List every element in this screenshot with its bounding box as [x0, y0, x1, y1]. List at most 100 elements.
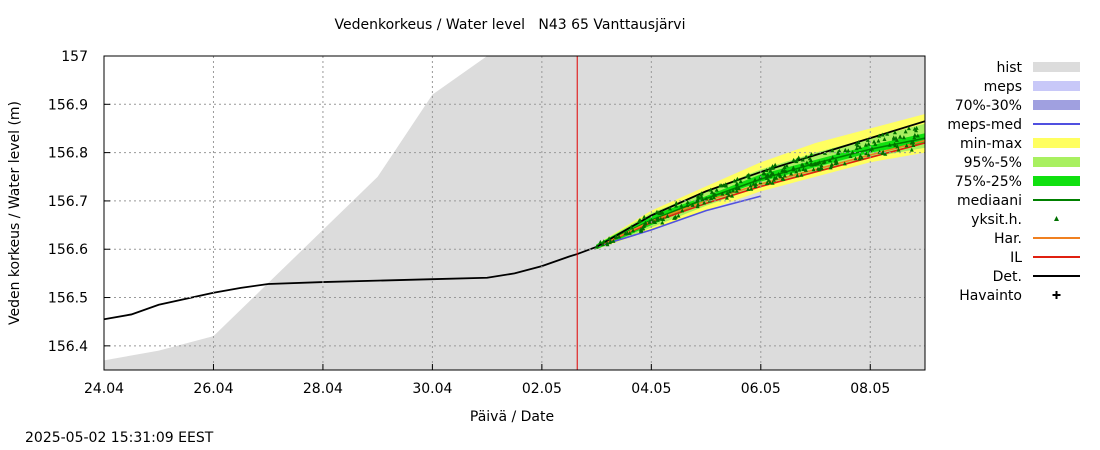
- ensemble-member-marker: [783, 169, 788, 174]
- x-tick-label: 26.04: [193, 381, 233, 397]
- timestamp: 2025-05-02 15:31:09 EEST: [25, 430, 214, 446]
- ensemble-member-marker: [834, 160, 839, 165]
- ensemble-member-marker: [873, 141, 878, 146]
- ensemble-member-marker: [868, 148, 873, 153]
- ensemble-member-marker: [846, 148, 851, 153]
- ensemble-member-marker: [764, 168, 769, 173]
- ensemble-member-marker: [880, 150, 885, 155]
- ensemble-member-marker: [782, 173, 787, 178]
- ensemble-member-marker: [727, 189, 732, 194]
- ensemble-member-marker: [909, 140, 914, 145]
- x-tick-label: 06.05: [741, 381, 781, 397]
- ensemble-member-marker: [676, 213, 681, 218]
- y-tick-label: 157: [61, 49, 88, 65]
- ensemble-member-marker: [764, 175, 769, 180]
- ensemble-member-marker: [799, 172, 804, 177]
- ensemble-member-marker: [817, 160, 822, 165]
- y-tick-label: 156.6: [48, 242, 88, 258]
- ensemble-member-marker: [745, 173, 750, 178]
- ensemble-member-marker: [643, 220, 648, 225]
- y-tick-label: 156.9: [48, 97, 88, 113]
- ensemble-member-marker: [797, 167, 802, 172]
- ensemble-member-marker: [685, 199, 690, 204]
- ensemble-member-marker: [796, 155, 801, 160]
- ensemble-member-marker: [854, 146, 859, 151]
- ensemble-member-marker: [772, 175, 777, 180]
- ensemble-member-marker: [607, 236, 612, 241]
- ensemble-member-marker: [605, 242, 610, 247]
- ensemble-member-marker: [914, 125, 919, 130]
- legend-label-har: Har.: [994, 231, 1022, 247]
- legend-label-min-max: min-max: [960, 136, 1022, 152]
- ensemble-member-marker: [680, 208, 685, 213]
- ensemble-member-marker: [702, 200, 707, 205]
- ensemble-member-marker: [685, 203, 690, 208]
- ensemble-member-marker: [877, 133, 882, 138]
- legend-swatch-hist: [1033, 62, 1080, 72]
- ensemble-member-marker: [607, 240, 612, 245]
- legend-label-mediaani: mediaani: [957, 193, 1022, 209]
- ensemble-member-marker: [911, 142, 916, 147]
- ensemble-member-marker: [771, 171, 776, 176]
- ensemble-member-marker: [765, 172, 770, 177]
- ensemble-member-marker: [761, 171, 766, 176]
- ensemble-member-marker: [718, 183, 723, 188]
- ensemble-member-marker: [859, 155, 864, 160]
- ensemble-member-marker: [822, 159, 827, 164]
- ensemble-member-marker: [624, 231, 629, 236]
- ensemble-member-marker: [771, 165, 776, 170]
- legend-swatch-meps: [1033, 81, 1080, 91]
- ensemble-member-marker: [660, 220, 665, 225]
- legend-label-yksit-h: yksit.h.: [971, 212, 1022, 228]
- ensemble-member-marker: [791, 165, 796, 170]
- ensemble-member-marker: [912, 132, 917, 137]
- ensemble-member-marker: [730, 193, 735, 198]
- ensemble-member-marker: [891, 136, 896, 141]
- ensemble-member-marker: [674, 203, 679, 208]
- legend-label-havainto: Havainto: [959, 288, 1022, 304]
- y-tick-label: 156.8: [48, 146, 88, 162]
- ensemble-member-marker: [734, 188, 739, 193]
- ensemble-member-marker: [614, 234, 619, 239]
- ensemble-member-marker: [617, 234, 622, 239]
- ensemble-member-marker: [800, 162, 805, 167]
- ensemble-member-marker: [732, 178, 737, 183]
- ensemble-member-marker: [665, 213, 670, 218]
- ensemble-member-marker: [655, 217, 660, 222]
- ensemble-member-marker: [834, 158, 839, 163]
- ensemble-member-marker: [768, 168, 773, 173]
- ensemble-member-marker: [895, 144, 900, 149]
- ensemble-member-marker: [853, 156, 858, 161]
- ensemble-member-marker: [778, 173, 783, 178]
- ensemble-member-marker: [809, 161, 814, 166]
- ensemble-member-marker: [611, 238, 616, 243]
- ensemble-member-marker: [894, 137, 899, 142]
- ensemble-member-marker: [748, 183, 753, 188]
- ensemble-member-marker: [700, 197, 705, 202]
- ensemble-member-marker: [714, 187, 719, 192]
- y-axis-label: Veden korkeus / Water level (m): [7, 101, 23, 325]
- y-tick-label: 156.5: [48, 291, 88, 307]
- ensemble-member-marker: [738, 179, 743, 184]
- ensemble-member-marker: [600, 242, 605, 247]
- ensemble-member-marker: [767, 166, 772, 171]
- ensemble-member-marker: [914, 128, 919, 133]
- ensemble-member-marker: [709, 189, 714, 194]
- legend-swatch-75-25: [1033, 176, 1080, 186]
- legend-swatch-95-5: [1033, 157, 1080, 167]
- legend-label-70-30: 70%-30%: [955, 98, 1022, 114]
- ensemble-member-marker: [872, 139, 877, 144]
- ensemble-member-marker: [795, 157, 800, 162]
- ensemble-member-marker: [753, 184, 758, 189]
- ensemble-member-marker: [904, 143, 909, 148]
- ensemble-member-marker: [816, 166, 821, 171]
- ensemble-member-marker: [811, 167, 816, 172]
- ensemble-member-marker: [864, 151, 869, 156]
- legend-label-det: Det.: [993, 269, 1022, 285]
- ensemble-member-marker: [887, 142, 892, 147]
- chart-title: Vedenkorkeus / Water level N43 65 Vantta…: [334, 17, 686, 33]
- ensemble-member-marker: [893, 143, 898, 148]
- ensemble-member-marker: [695, 204, 700, 209]
- ensemble-member-marker: [857, 145, 862, 150]
